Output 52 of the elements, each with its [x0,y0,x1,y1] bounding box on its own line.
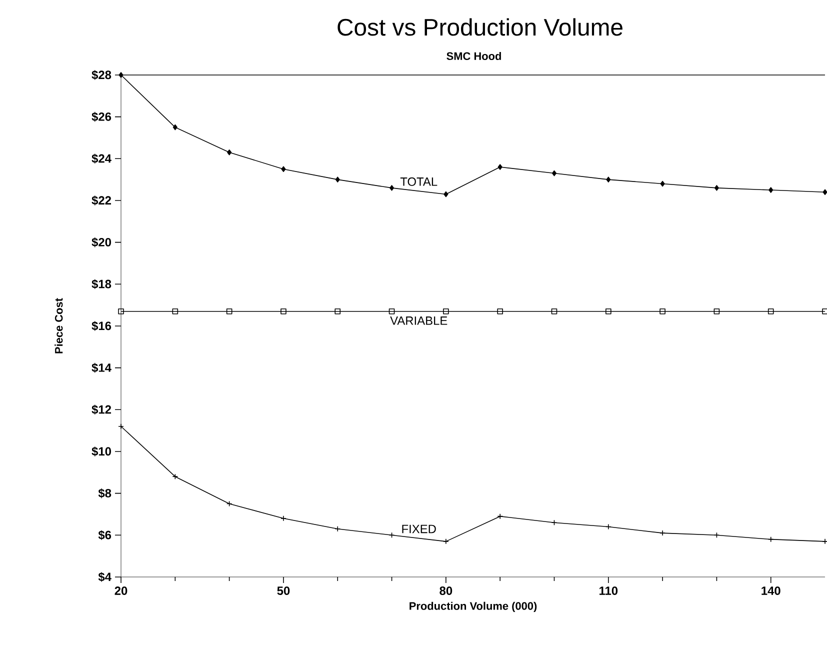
series-label: TOTAL [400,177,438,186]
point [443,308,449,314]
x-tick-label: 110 [600,586,618,595]
y-tick-label: $12 [92,404,112,415]
y-tick-label: $10 [92,446,111,456]
point [768,308,774,314]
x-tick-label: 50 [277,586,290,595]
point [334,308,341,314]
point [172,308,178,314]
series-label: VARIABLE [390,316,448,325]
y-tick-label: $26 [92,112,112,122]
point [118,72,124,78]
y-tick-label: $4 [98,572,112,582]
series-label: FIXED [402,524,436,534]
point [552,170,557,176]
y-tick-label: $22 [92,196,112,206]
chart-subtitle: SMC Hood [446,52,501,60]
y-axis-title: Piece Cost [54,298,63,354]
point [605,308,612,314]
y-tick-label: $20 [92,237,111,248]
point [388,308,395,314]
point [226,308,232,314]
point [551,308,558,314]
point [280,308,286,314]
point [335,176,340,182]
chart-title: Cost vs Production Volume [338,18,622,36]
point [660,180,665,187]
point [390,185,394,191]
y-tick-label: $8 [98,488,112,498]
y-tick-label: $24 [92,154,112,164]
point [606,176,611,182]
point [660,308,666,314]
x-tick-label: 80 [440,586,452,595]
point [118,308,124,314]
y-tick-label: $18 [92,279,112,290]
point [172,124,178,130]
point [227,149,232,156]
x-tick-label: 20 [114,586,128,595]
y-tick-label: $14 [92,362,112,373]
point [714,308,720,314]
point [768,187,774,193]
y-tick-label: $28 [92,70,112,80]
point [822,308,827,314]
x-tick-label: 140 [762,586,780,595]
x-axis-title: Production Volume (000) [410,602,537,612]
point [714,185,719,191]
point [281,166,286,172]
point [498,164,502,170]
y-tick-label: $16 [92,321,112,331]
point [497,308,503,314]
point [444,191,448,198]
y-tick-label: $6 [98,530,112,540]
